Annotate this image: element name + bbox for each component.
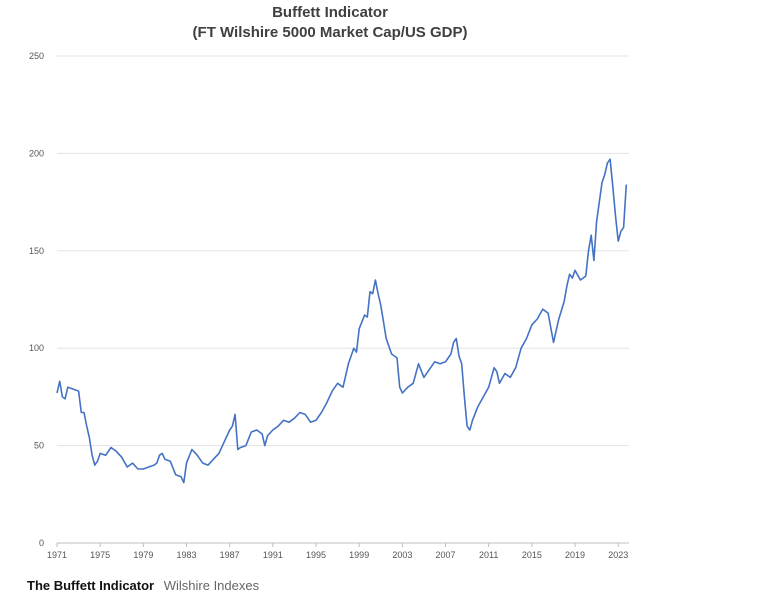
x-tick-label: 1975 (90, 550, 110, 560)
x-tick-label: 2011 (479, 550, 498, 560)
gridlines (57, 55, 629, 544)
footer-source: Wilshire Indexes (163, 578, 260, 593)
source-footer: The Buffett Indicator Wilshire Indexes (27, 578, 259, 593)
line-chart: 0 50 100 150 200 250 1971 1975 1979 1983 1987 1991 1… (29, 51, 629, 560)
x-tick-label: 1983 (176, 550, 196, 560)
chart-container: Buffett Indicator (FT Wilshire 5000 Mark… (29, 4, 629, 560)
axis-labels: 0 50 100 150 200 250 1971 1975 1979 1983 1987 1991 1… (29, 51, 628, 560)
x-tick-label: 2007 (436, 550, 456, 560)
y-tick-label: 50 (34, 441, 44, 451)
x-tick-label: 2019 (565, 550, 585, 560)
x-tick-label: 2023 (608, 550, 628, 560)
y-tick-label: 250 (29, 51, 44, 61)
footer-title: The Buffett Indicator (27, 578, 155, 593)
x-tick-label: 1999 (349, 550, 369, 560)
x-tick-label: 1971 (47, 550, 67, 560)
y-tick-label: 0 (39, 538, 44, 548)
chart-title: Buffett Indicator (272, 4, 388, 21)
chart-subtitle: (FT Wilshire 5000 Market Cap/US GDP) (192, 24, 468, 41)
y-tick-label: 200 (29, 148, 44, 158)
x-tick-label: 2015 (522, 550, 542, 560)
y-tick-label: 150 (29, 246, 44, 256)
x-tick-label: 1979 (133, 550, 153, 560)
x-tick-label: 1991 (263, 550, 283, 560)
y-tick-label: 100 (29, 343, 44, 353)
series-layer (56, 158, 628, 484)
x-tick-label: 1987 (220, 550, 240, 560)
x-tick-label: 1995 (306, 550, 326, 560)
series-line-0 (56, 158, 628, 484)
x-tick-label: 2003 (392, 550, 412, 560)
